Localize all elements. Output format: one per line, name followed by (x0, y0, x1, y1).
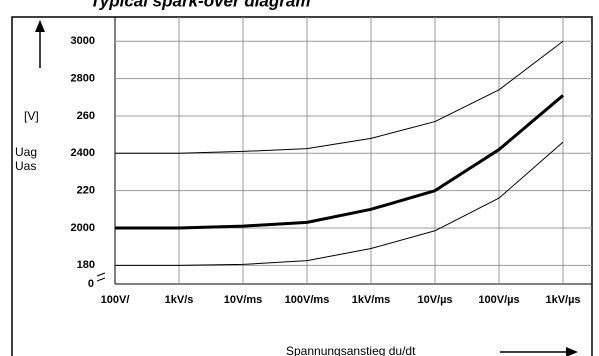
x-axis-label: Spannungsanstieg du/dt (286, 344, 416, 356)
x-tick-label: 1kV/s (165, 294, 194, 306)
y-tick-label: 2000 (71, 222, 95, 234)
x-arrowhead (566, 347, 578, 356)
series-line (115, 141, 564, 266)
chart-title: Typical spark-over diagram (90, 0, 310, 10)
y-tick-label: 220 (77, 185, 95, 197)
y-label: [V] (24, 109, 39, 123)
y-arrowhead (35, 20, 45, 32)
x-tick-label: 1kV/µs (545, 294, 580, 306)
y-tick-label: 2400 (71, 147, 95, 159)
series-line (115, 94, 564, 230)
y-tick-label: 2800 (71, 73, 95, 85)
y-tick-label: 180 (77, 259, 95, 271)
x-tick-label: 1kV/ms (352, 294, 391, 306)
axis-break (96, 272, 106, 282)
y-label: Uag (15, 145, 37, 159)
y-label: Uas (15, 159, 36, 173)
frame (11, 16, 593, 356)
y-tick-label: 260 (77, 110, 95, 122)
axis-break-label: 0 (88, 278, 94, 290)
x-tick-label: 100V/ (101, 294, 130, 306)
x-tick-label: 100V/ms (285, 294, 330, 306)
y-tick-label: 3000 (71, 35, 95, 47)
x-tick-label: 10V/µs (417, 294, 452, 306)
x-tick-label: 100V/µs (478, 294, 519, 306)
x-tick-label: 10V/ms (224, 294, 263, 306)
series-line (115, 40, 564, 154)
